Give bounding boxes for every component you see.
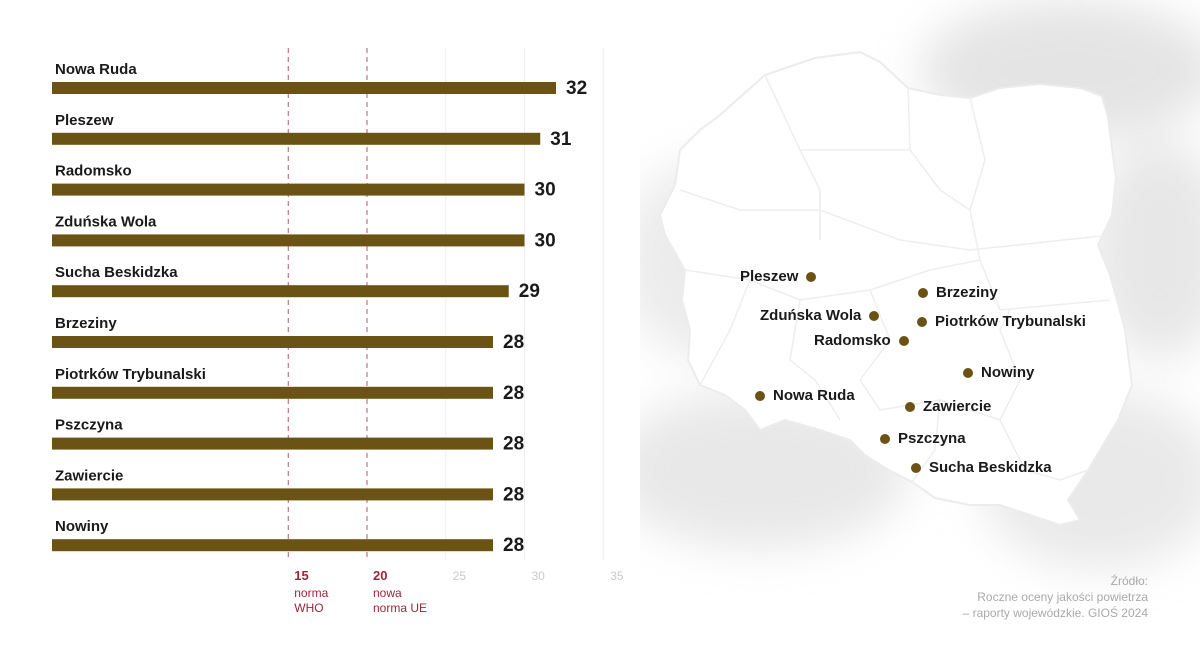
map-point-brzeziny: Brzeziny (918, 284, 998, 301)
bar (52, 336, 493, 348)
map-panel: Pleszew Brzeziny Zduńska Wola Piotrków T… (640, 0, 1200, 647)
bar (52, 539, 493, 552)
bar (52, 234, 525, 247)
map-label: Pszczyna (898, 430, 966, 447)
reference-label: norma UE (373, 601, 427, 615)
tick-label: 35 (610, 569, 624, 583)
map-label: Pleszew (740, 268, 799, 285)
category-label: Piotrków Trybunalski (55, 366, 206, 383)
poland-map (640, 0, 1200, 570)
map-point-zawiercie: Zawiercie (905, 398, 991, 415)
map-dot (911, 462, 921, 473)
map-point-nowa-ruda: Nowa Ruda (755, 387, 855, 404)
map-dot (963, 367, 973, 378)
reference-label: norma (294, 586, 328, 600)
map-dot (806, 271, 817, 282)
category-label: Brzeziny (55, 315, 117, 332)
map-label: Zawiercie (923, 398, 992, 415)
map-label: Nowiny (981, 364, 1035, 381)
bar (52, 437, 493, 450)
category-label: Radomsko (55, 163, 132, 180)
bar (52, 285, 509, 298)
reference-value: 20 (373, 568, 387, 583)
category-label: Pleszew (55, 112, 114, 129)
source-line: Roczne oceny jakości powietrza (977, 590, 1148, 604)
map-label: Piotrków Trybunalski (935, 313, 1086, 330)
map-dot (918, 287, 928, 298)
category-label: Sucha Beskidzka (55, 264, 178, 281)
reference-value: 15 (294, 568, 308, 583)
value-label: 31 (550, 129, 572, 150)
map-dot (905, 401, 915, 412)
source-line: Źródło: (1110, 574, 1148, 588)
map-point-nowiny: Nowiny (963, 364, 1034, 381)
tick-label: 25 (453, 569, 467, 583)
map-label: Sucha Beskidzka (929, 459, 1052, 476)
tick-label: 30 (532, 569, 546, 583)
map-dot (755, 390, 765, 401)
map-point-sucha-beskidzka: Sucha Beskidzka (911, 459, 1052, 476)
reference-label: WHO (294, 601, 323, 615)
bar (52, 82, 556, 94)
bar-chart: Nowa Ruda 32 Pleszew 31 Radomsko 30 Zduńska Wo… (52, 48, 624, 615)
map-dot (869, 310, 880, 321)
map-label: Radomsko (814, 332, 891, 349)
map-label: Zduńska Wola (760, 307, 862, 324)
map-point-piotrkow-trybunalski: Piotrków Trybunalski (917, 313, 1086, 330)
value-label: 28 (503, 383, 524, 404)
bar (52, 488, 493, 501)
reference-label: nowa (373, 586, 402, 600)
map-label: Nowa Ruda (773, 387, 855, 404)
category-label: Zawiercie (55, 467, 123, 484)
region-borders (679, 74, 1111, 483)
category-label: Pszczyna (55, 417, 123, 434)
value-label: 30 (535, 230, 556, 251)
source-line: – raporty wojewódzkie. GIOŚ 2024 (962, 606, 1148, 620)
source-note: Źródło: Roczne oceny jakości powietrza –… (963, 573, 1148, 621)
map-dot (898, 335, 909, 346)
value-label: 32 (566, 78, 587, 99)
map-point-pszczyna: Pszczyna (880, 430, 966, 447)
value-label: 28 (503, 332, 524, 353)
value-label: 28 (503, 535, 524, 556)
map-point-radomsko: Radomsko (814, 332, 909, 349)
value-label: 29 (519, 281, 540, 302)
map-dot (880, 433, 890, 444)
category-label: Nowa Ruda (55, 61, 137, 78)
bar (52, 183, 525, 196)
poland-outline (658, 50, 1134, 527)
category-label: Zduńska Wola (55, 213, 157, 230)
value-label: 28 (503, 434, 524, 455)
map-point-zdunska-wola: Zduńska Wola (760, 307, 880, 324)
map-dot (917, 316, 927, 327)
map-label: Brzeziny (936, 284, 998, 301)
value-label: 28 (503, 484, 524, 505)
bar (52, 386, 493, 399)
bar (52, 132, 541, 145)
category-label: Nowiny (55, 518, 109, 535)
value-label: 30 (535, 180, 556, 201)
map-point-pleszew: Pleszew (740, 268, 817, 285)
